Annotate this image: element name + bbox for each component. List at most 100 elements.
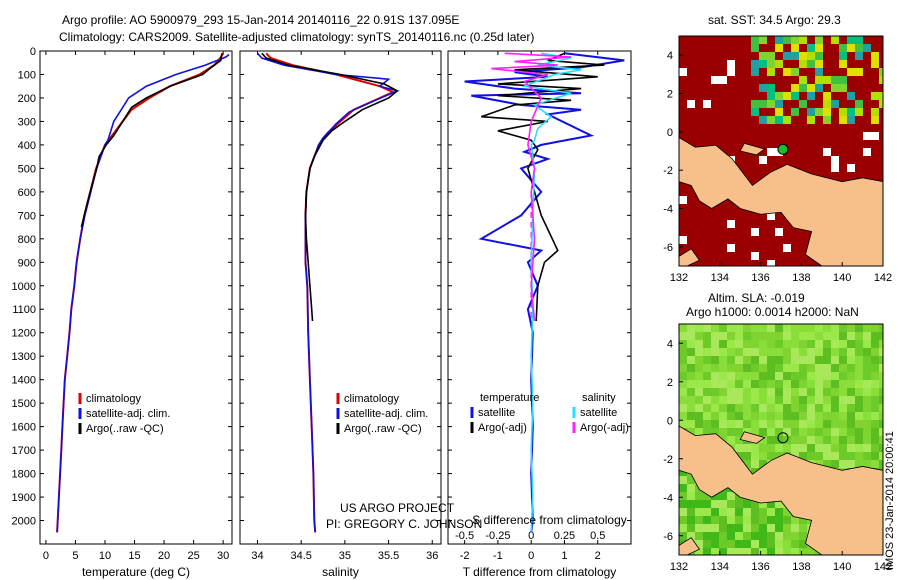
- temperature-axes-frame: [39, 50, 233, 545]
- sla-title-line1: Altim. SLA: -0.019: [708, 291, 805, 305]
- y-tick-label: 4: [667, 50, 673, 62]
- x-tick-label: 35.5: [378, 550, 399, 562]
- y-tick-label: 1800: [12, 469, 36, 481]
- y-tick-label: 0: [667, 415, 673, 427]
- landmass-biak: [739, 431, 766, 444]
- x-tick-label: 5: [72, 550, 78, 562]
- s-tick-label: 0.25: [554, 530, 575, 542]
- y-tick-label: 700: [18, 210, 36, 222]
- x-tick-label: 138: [792, 561, 810, 573]
- x-tick-label: 34: [251, 550, 263, 562]
- y-tick-label: 1900: [12, 492, 36, 504]
- x-tick-label: 138: [792, 272, 810, 284]
- y-tick-label: 400: [18, 140, 36, 152]
- x-tick-label: 142: [874, 561, 892, 573]
- y-tick-label: 0: [667, 127, 673, 139]
- s-tick-label: -0.25: [485, 530, 510, 542]
- y-tick-label: 0: [30, 46, 36, 58]
- series-line-argo-raw-qc-: [261, 52, 399, 322]
- y-tick-label: -4: [663, 492, 673, 504]
- series-line-satellite-adj-clim-: [56, 53, 230, 533]
- x-tick-label: -1: [493, 550, 503, 562]
- y-tick-label: 1600: [12, 422, 36, 434]
- y-tick-label: 2000: [12, 516, 36, 528]
- series-line-satellite-adj-clim-: [256, 52, 400, 533]
- x-tick-label: 25: [187, 550, 199, 562]
- y-tick-label: -2: [663, 165, 673, 177]
- x-tick-label: 0: [43, 550, 49, 562]
- x-tick-label: 134: [711, 272, 729, 284]
- x-tick-label: 132: [670, 272, 688, 284]
- legend-label: Argo(..raw -QC): [86, 423, 164, 435]
- x-tick-label: 35: [339, 550, 351, 562]
- y-tick-label: -6: [663, 531, 673, 543]
- x-tick-label: 140: [833, 561, 851, 573]
- sst-title: sat. SST: 34.5 Argo: 29.3: [708, 13, 841, 27]
- x-tick-label: 34.5: [290, 550, 311, 562]
- y-tick-label: 1400: [12, 375, 36, 387]
- y-tick-label: 600: [18, 187, 36, 199]
- sla-map-frame: [678, 323, 884, 556]
- legend-label: satellite: [580, 407, 617, 419]
- x-tick-label: 10: [99, 550, 111, 562]
- y-tick-label: 1200: [12, 328, 36, 340]
- sst-map-field: [679, 36, 883, 266]
- credit-line1: US ARGO PROJECT: [340, 501, 455, 515]
- y-tick-label: 300: [18, 116, 36, 128]
- salinity-axes-frame: [239, 50, 442, 545]
- salinity-xlabel: salinity: [322, 565, 359, 579]
- series-line-argo-raw-qc-: [80, 53, 223, 228]
- legend-label: climatology: [344, 393, 400, 405]
- figure-title-line1: Argo profile: AO 5900979_293 15-Jan-2014…: [62, 13, 459, 27]
- s-tick-label: -0.5: [455, 530, 474, 542]
- x-tick-label: 20: [158, 550, 170, 562]
- y-tick-label: 1500: [12, 398, 36, 410]
- landmass-new-guinea: [679, 425, 883, 555]
- legend-title-temperature: temperature: [480, 392, 539, 404]
- y-tick-label: 500: [18, 163, 36, 175]
- y-tick-label: 1000: [12, 281, 36, 293]
- x-tick-label: -2: [460, 550, 470, 562]
- y-tick-label: 1100: [12, 304, 36, 316]
- legend-label: Argo(..raw -QC): [344, 423, 422, 435]
- landmass-biak: [739, 142, 766, 156]
- x-tick-label: 134: [711, 561, 729, 573]
- x-tick-label: 0: [528, 550, 534, 562]
- y-tick-label: 2: [667, 89, 673, 101]
- y-tick-label: 4: [667, 338, 673, 350]
- s-tick-label: 0.5: [590, 530, 605, 542]
- s-difference-xlabel: S difference from climatology: [472, 513, 627, 527]
- argo-position-marker: [777, 432, 789, 444]
- series-line-argo-adj-: [491, 52, 572, 322]
- x-tick-label: 2: [595, 550, 601, 562]
- landmass-new-guinea: [679, 137, 883, 266]
- credit-line2: PI: GREGORY C. JOHNSON: [326, 517, 482, 531]
- y-tick-label: 900: [18, 257, 36, 269]
- landmass-aru-islands: [679, 248, 701, 266]
- y-tick-label: 1700: [12, 445, 36, 457]
- legend-title-salinity: salinity: [582, 392, 616, 404]
- x-tick-label: 140: [833, 272, 851, 284]
- temperature-panel: 0100200300400500600700800900100011001200…: [12, 46, 233, 579]
- x-tick-label: 1: [561, 550, 567, 562]
- series-line-climatology: [56, 52, 224, 533]
- legend-label: climatology: [86, 393, 142, 405]
- series-line-climatology: [265, 52, 396, 533]
- series-line-satellite: [521, 52, 582, 533]
- legend-label: satellite-adj. clim.: [86, 408, 170, 420]
- series-line-argo-adj-: [481, 52, 605, 322]
- x-tick-label: 132: [670, 561, 688, 573]
- sla-map-field: [679, 324, 883, 555]
- legend-label: satellite-adj. clim.: [344, 408, 428, 420]
- x-tick-label: 136: [751, 272, 769, 284]
- t-difference-xlabel: T difference from climatology: [463, 565, 617, 579]
- difference-axes-frame: [447, 50, 632, 545]
- argo-position-marker: [777, 143, 789, 155]
- s-tick-label: 0: [528, 530, 534, 542]
- x-tick-label: 136: [751, 561, 769, 573]
- y-tick-label: 2: [667, 377, 673, 389]
- legend-label: Argo(-adj): [478, 422, 527, 434]
- sst-map-frame: [678, 35, 884, 267]
- legend-label: satellite: [478, 407, 515, 419]
